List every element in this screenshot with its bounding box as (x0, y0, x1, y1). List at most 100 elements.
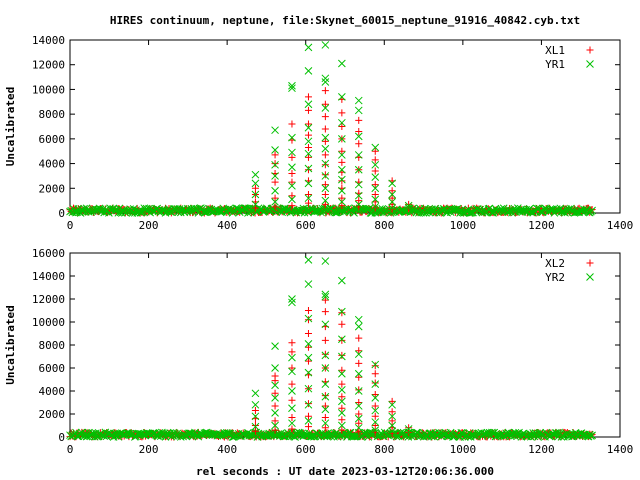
data-point (304, 256, 313, 264)
legend-marker (586, 60, 594, 68)
data-point (321, 190, 329, 198)
baseline-point (165, 431, 173, 440)
data-point (354, 350, 363, 359)
series-YR2 (251, 256, 413, 437)
y-tick-label: 2000 (39, 182, 66, 195)
baseline-point (505, 430, 514, 439)
data-point (288, 153, 296, 161)
baseline-point (314, 207, 323, 215)
data-point (321, 351, 330, 360)
data-point (388, 427, 396, 436)
data-point (338, 397, 346, 406)
data-point (288, 148, 296, 157)
data-point (304, 400, 312, 408)
data-point (388, 198, 396, 206)
data-point (338, 352, 346, 361)
data-point (371, 167, 379, 175)
data-point (355, 140, 363, 148)
baseline-point (267, 204, 276, 213)
data-point (354, 322, 363, 331)
data-point (371, 406, 380, 415)
data-point (321, 100, 329, 108)
data-point (388, 408, 396, 416)
data-point (404, 201, 413, 210)
data-point (304, 179, 313, 188)
data-point (288, 163, 296, 172)
data-point (371, 143, 380, 152)
data-point (354, 315, 363, 324)
data-point (271, 151, 279, 159)
baseline-point (554, 432, 562, 441)
baseline-point (176, 208, 185, 217)
data-point (338, 165, 346, 174)
data-point (388, 400, 396, 409)
data-point (355, 359, 363, 367)
data-point (338, 426, 346, 434)
baseline-point (469, 431, 477, 440)
baseline-point (588, 431, 596, 440)
x-tick-label: 1400 (607, 219, 634, 232)
data-point (338, 408, 346, 417)
baseline-point (411, 206, 420, 215)
data-point (288, 84, 296, 93)
data-point (288, 353, 296, 362)
data-point (338, 393, 346, 401)
data-point (354, 423, 363, 432)
data-point (355, 399, 363, 406)
data-point (371, 202, 380, 211)
data-point (338, 109, 346, 117)
data-point (338, 416, 346, 424)
data-point (271, 417, 279, 425)
data-point (304, 199, 312, 207)
data-point (338, 307, 346, 316)
data-point (321, 113, 329, 121)
data-point (338, 404, 346, 412)
baseline-point (219, 431, 228, 440)
data-point (355, 410, 363, 418)
data-point (371, 380, 380, 388)
data-point (304, 307, 312, 314)
data-point (321, 257, 330, 265)
baseline-point (139, 430, 147, 439)
data-point (321, 171, 329, 179)
data-point (271, 408, 279, 417)
data-point (304, 120, 312, 128)
baseline-point (571, 208, 580, 217)
x-tick-label: 0 (67, 443, 74, 456)
data-point (371, 422, 379, 429)
y-tick-label: 12000 (32, 293, 65, 306)
data-point (321, 133, 330, 142)
data-point (251, 412, 260, 421)
data-point (304, 144, 312, 152)
baseline-point (255, 206, 264, 214)
data-point (355, 197, 363, 205)
data-point (405, 424, 413, 432)
data-point (271, 364, 279, 372)
data-point (355, 334, 363, 342)
data-point (354, 180, 363, 189)
data-point (304, 357, 312, 365)
data-point (321, 172, 330, 180)
data-point (371, 360, 380, 369)
data-point (354, 106, 363, 115)
baseline-point (312, 207, 321, 215)
baseline-point (224, 429, 232, 438)
y-tick-label: 14000 (32, 34, 65, 47)
data-point (251, 170, 260, 179)
data-point (304, 368, 313, 377)
y-tick-label: 8000 (39, 339, 66, 352)
baseline-point (119, 431, 127, 440)
data-point (288, 120, 296, 128)
data-point (271, 394, 279, 402)
x-tick-label: 1000 (450, 219, 477, 232)
data-point (271, 172, 279, 180)
data-point (251, 389, 260, 398)
data-point (251, 179, 260, 188)
data-point (304, 384, 313, 393)
data-point (371, 412, 379, 420)
data-point (388, 412, 396, 421)
x-tick-label: 1200 (528, 219, 555, 232)
data-point (321, 336, 329, 344)
data-point (321, 181, 329, 189)
